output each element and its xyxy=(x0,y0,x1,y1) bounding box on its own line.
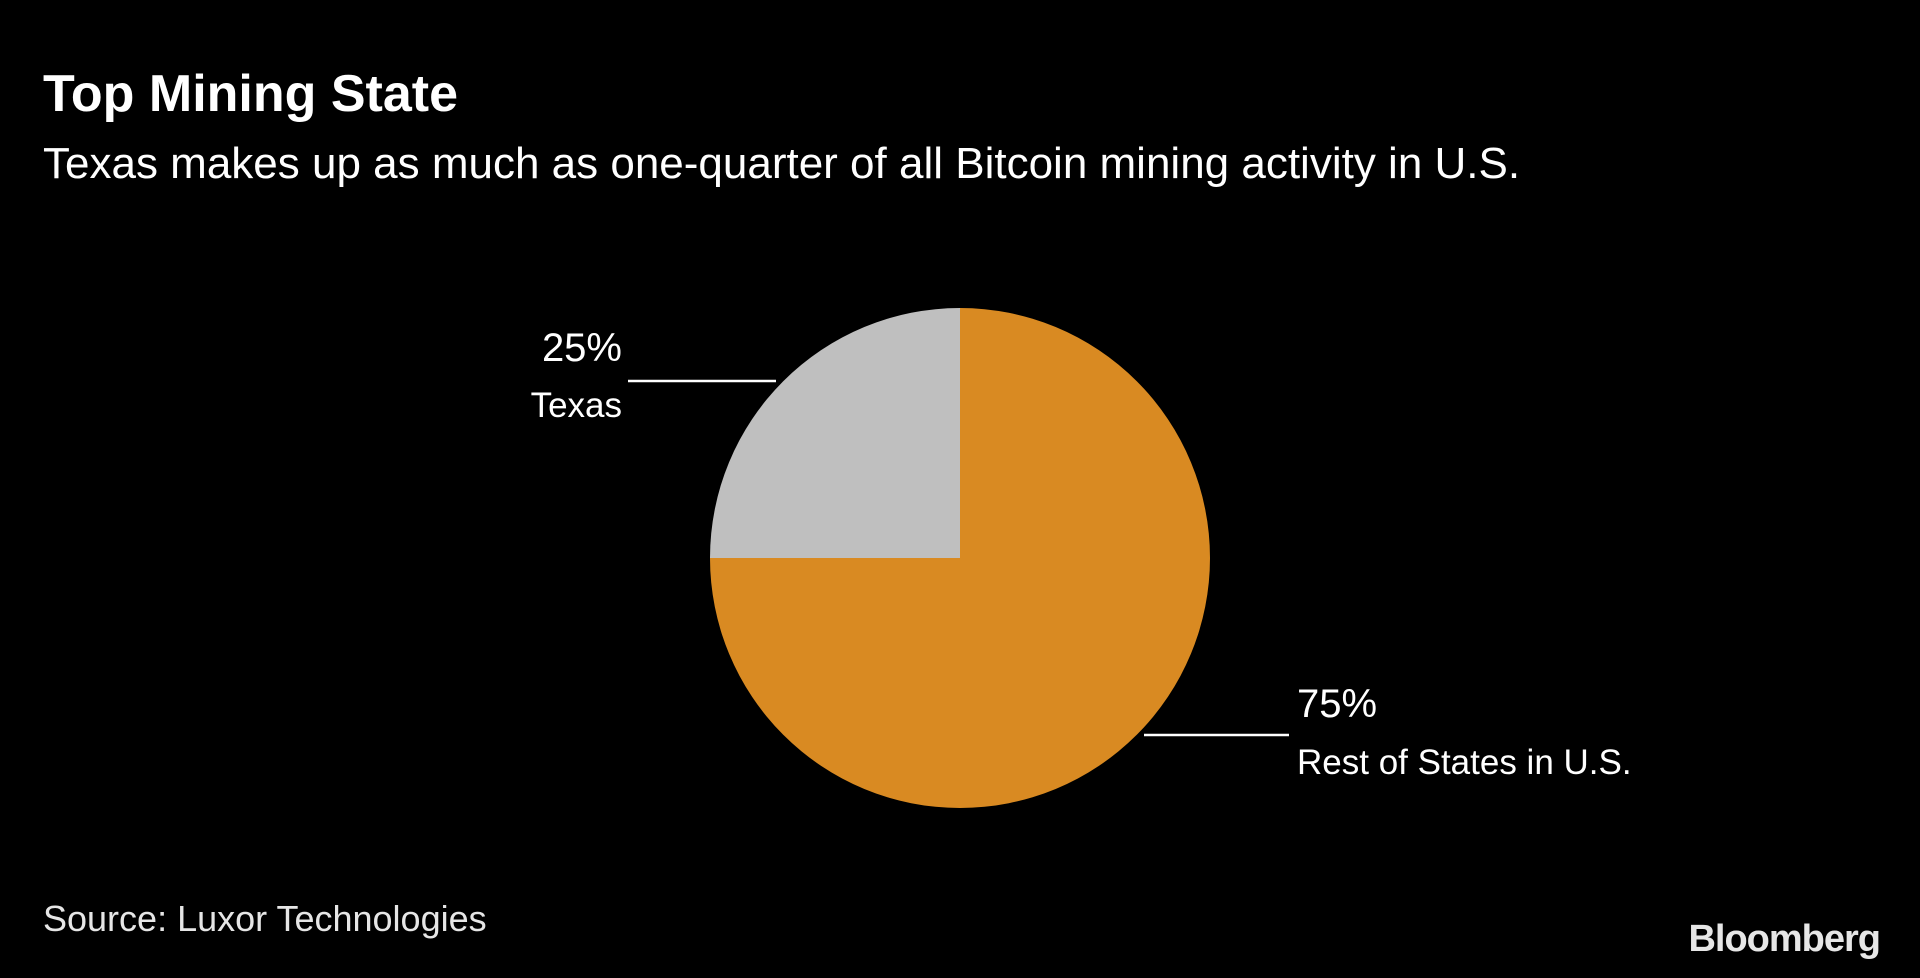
texas-name-label: Texas xyxy=(530,386,622,425)
chart-title: Top Mining State xyxy=(43,65,458,123)
rest-value-label: 75% xyxy=(1297,682,1378,726)
texas-value-label: 25% xyxy=(541,326,622,370)
chart-subtitle: Texas makes up as much as one-quarter of… xyxy=(43,139,1521,188)
pie-slice-texas xyxy=(710,308,960,558)
pie-slice-rest-of-states-in-u-s xyxy=(710,308,1210,808)
bloomberg-logo: Bloomberg xyxy=(1688,918,1881,960)
rest-name-label: Rest of States in U.S. xyxy=(1297,743,1632,782)
source-note: Source: Luxor Technologies xyxy=(43,898,487,939)
